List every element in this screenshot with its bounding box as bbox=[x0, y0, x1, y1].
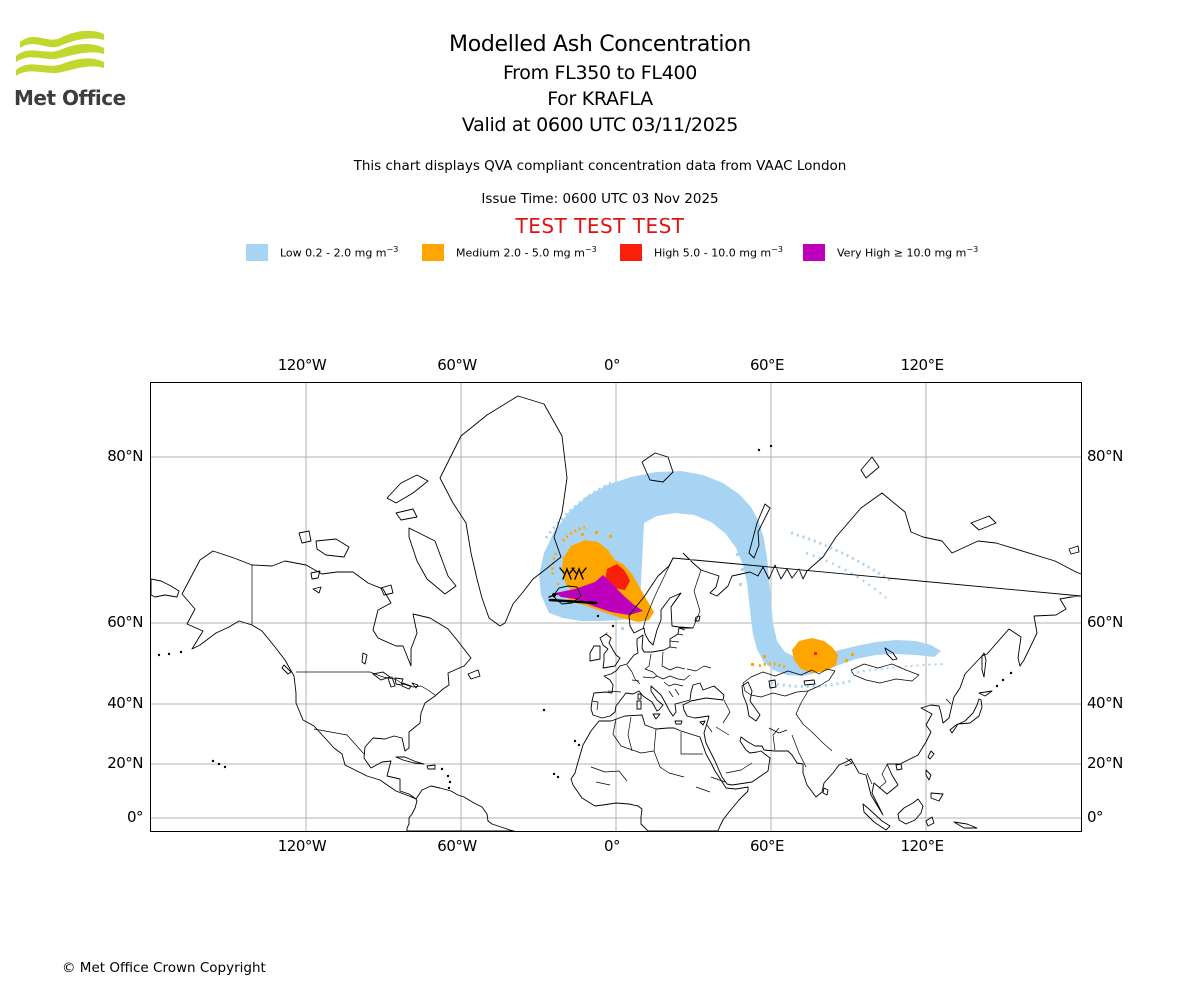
ash-plume-low-speckles bbox=[544, 481, 944, 689]
x-tick-bottom: 120°E bbox=[900, 837, 944, 855]
title-block: Modelled Ash Concentration From FL350 to… bbox=[0, 30, 1200, 138]
legend-item-low: Low 0.2 - 2.0 mg m−3 bbox=[246, 243, 398, 261]
test-banner: TEST TEST TEST bbox=[515, 214, 685, 238]
x-tick-bottom: 0° bbox=[603, 837, 621, 855]
y-tick-left: 0° bbox=[126, 808, 144, 826]
x-tick-top: 120°W bbox=[277, 356, 327, 374]
x-tick-top: 120°E bbox=[900, 356, 944, 374]
x-tick-top: 60°E bbox=[749, 356, 785, 374]
legend-label: Very High ≥ 10.0 mg m−3 bbox=[837, 244, 979, 260]
map-canvas bbox=[151, 383, 1081, 831]
legend-item-high: High 5.0 - 10.0 mg m−3 bbox=[620, 243, 783, 261]
medium-swatch bbox=[422, 243, 444, 261]
chart-description: This chart displays QVA compliant concen… bbox=[353, 158, 847, 174]
volcano-subtitle: For KRAFLA bbox=[547, 88, 653, 110]
y-tick-left: 40°N bbox=[107, 694, 143, 712]
x-tick-bottom: 60°E bbox=[749, 837, 785, 855]
coastlines-layer bbox=[151, 395, 1081, 831]
high-swatch bbox=[620, 243, 642, 261]
y-tick-left: 80°N bbox=[107, 447, 143, 465]
x-tick-bottom: 60°W bbox=[437, 837, 477, 855]
page-title: Modelled Ash Concentration bbox=[449, 32, 751, 57]
y-tick-left: 60°N bbox=[107, 613, 143, 631]
issue-time: Issue Time: 0600 UTC 03 Nov 2025 bbox=[481, 191, 719, 207]
island-dots bbox=[157, 444, 1013, 790]
flight-level-subtitle: From FL350 to FL400 bbox=[502, 62, 698, 84]
legend-label: Medium 2.0 - 5.0 mg m−3 bbox=[456, 244, 597, 260]
y-tick-right: 80°N bbox=[1087, 447, 1123, 465]
legend-item-medium: Medium 2.0 - 5.0 mg m−3 bbox=[422, 243, 597, 261]
concentration-legend: Low 0.2 - 2.0 mg m−3 Medium 2.0 - 5.0 mg… bbox=[0, 243, 1200, 263]
ash-plume-low bbox=[539, 471, 941, 676]
logo-waves-icon bbox=[16, 30, 104, 76]
y-tick-right: 20°N bbox=[1087, 754, 1123, 772]
x-tick-top: 60°W bbox=[437, 356, 477, 374]
low-swatch bbox=[246, 243, 268, 261]
world-map bbox=[150, 382, 1082, 832]
ash-plume-very-high bbox=[555, 575, 643, 615]
very-high-swatch bbox=[803, 243, 825, 261]
y-tick-right: 60°N bbox=[1087, 613, 1123, 631]
borders-layer bbox=[251, 557, 952, 793]
valid-time-subtitle: Valid at 0600 UTC 03/11/2025 bbox=[461, 114, 739, 136]
x-tick-top: 0° bbox=[603, 356, 621, 374]
y-tick-right: 0° bbox=[1087, 808, 1104, 826]
y-tick-left: 20°N bbox=[107, 754, 143, 772]
y-tick-right: 40°N bbox=[1087, 694, 1123, 712]
volcano-marker-icon bbox=[548, 567, 598, 605]
legend-label: Low 0.2 - 2.0 mg m−3 bbox=[280, 244, 399, 260]
copyright-text: © Met Office Crown Copyright bbox=[62, 960, 266, 976]
met-office-logo: Met Office bbox=[14, 28, 134, 110]
legend-label: High 5.0 - 10.0 mg m−3 bbox=[654, 244, 783, 260]
gridlines-layer bbox=[151, 383, 1081, 831]
x-tick-bottom: 120°W bbox=[277, 837, 327, 855]
logo-brand-text: Met Office bbox=[14, 86, 126, 110]
legend-item-very-high: Very High ≥ 10.0 mg m−3 bbox=[803, 243, 978, 261]
